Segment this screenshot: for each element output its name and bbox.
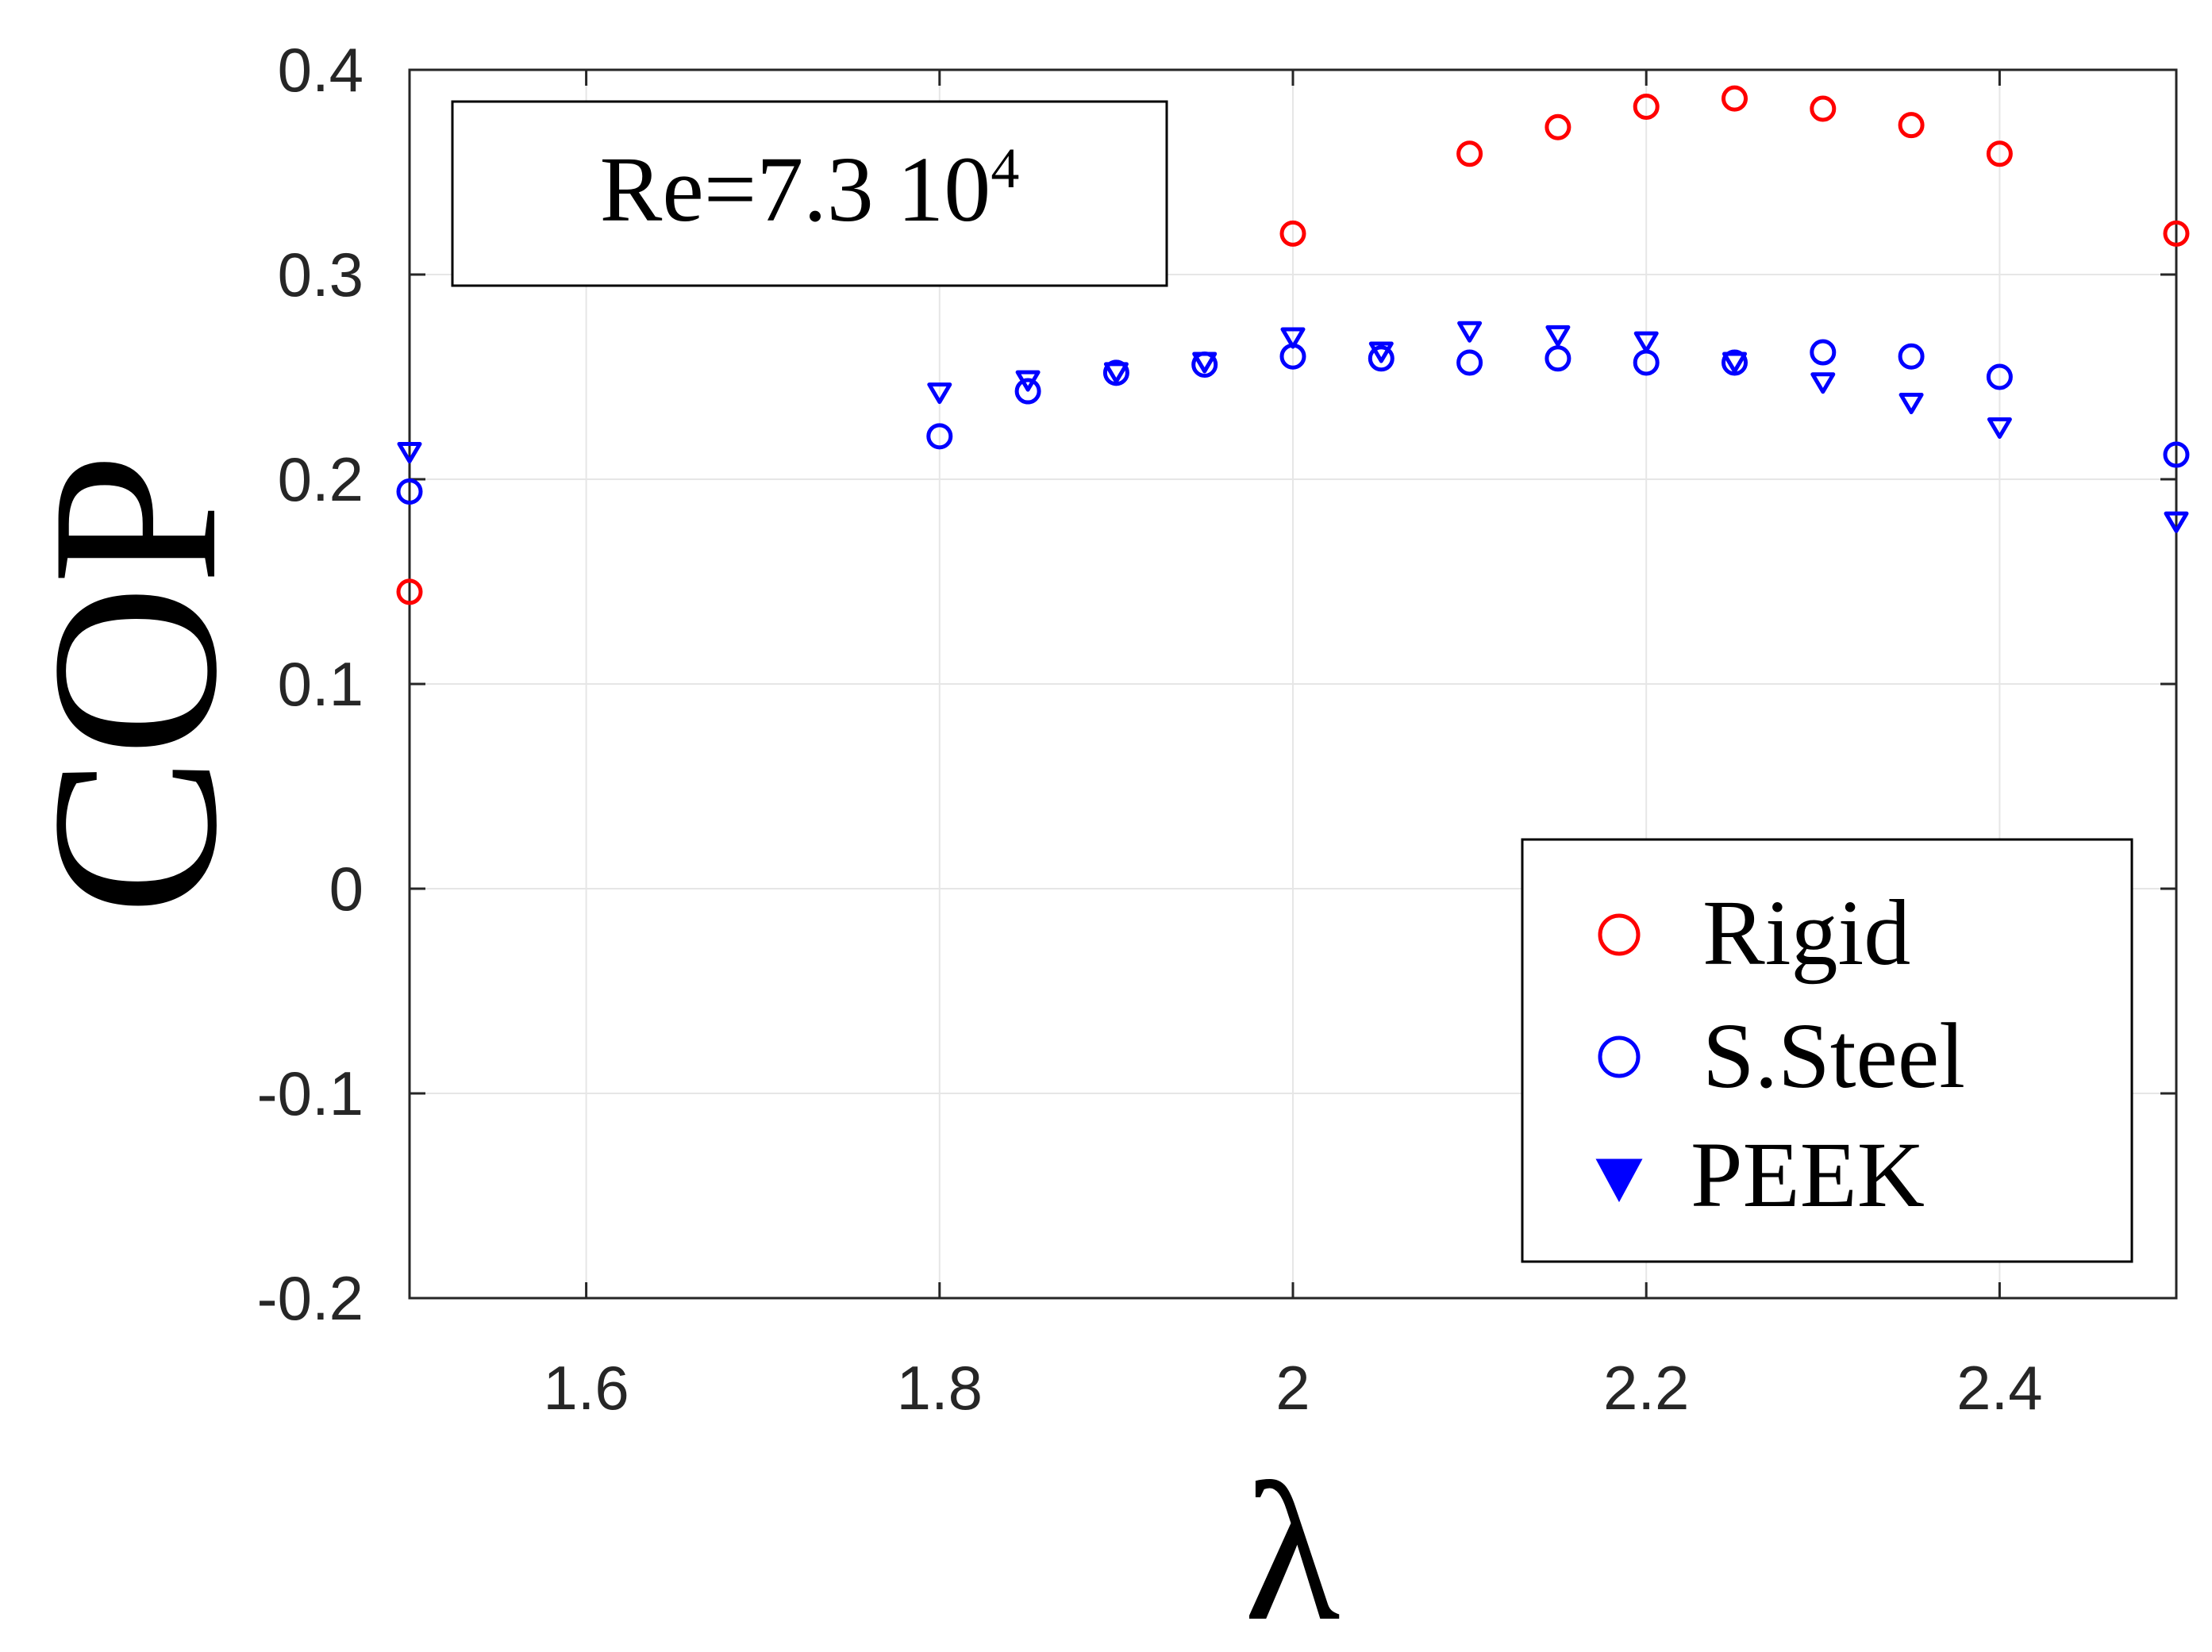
point-rigid (1810, 95, 1837, 122)
annotation-box: Re=7.3 104 (451, 100, 1168, 287)
point-peek (927, 382, 952, 405)
point-peek (1633, 331, 1659, 353)
point-s-steel (2163, 441, 2190, 468)
point-s-steel (1279, 343, 1306, 370)
y-tick-label: 0.2 (278, 444, 364, 514)
point-rigid (1722, 85, 1748, 112)
legend-marker-peek (1595, 1158, 1643, 1203)
point-peek (1898, 393, 1924, 415)
y-tick-label: -0.2 (257, 1263, 364, 1333)
point-peek (1722, 352, 1747, 374)
point-peek (1545, 325, 1571, 347)
x-tick-label: 1.8 (897, 1353, 983, 1423)
point-s-steel (926, 423, 953, 450)
legend-marker-rigid (1598, 913, 1641, 956)
y-tick-label: 0.4 (278, 35, 364, 105)
point-s-steel (1368, 345, 1395, 372)
point-peek (397, 441, 422, 463)
legend-entry-rigid: Rigid (1598, 881, 1910, 985)
point-s-steel (1191, 352, 1218, 378)
y-tick-label: 0.1 (278, 649, 364, 719)
point-peek (2164, 511, 2189, 533)
y-tick-label: 0 (329, 854, 364, 924)
legend-label-rigid: Rigid (1702, 881, 1910, 985)
legend-marker-steel (1598, 1035, 1641, 1078)
point-rigid (1633, 93, 1660, 120)
point-s-steel (396, 478, 423, 505)
point-rigid (396, 578, 423, 605)
point-s-steel (1633, 349, 1660, 376)
point-s-steel (1545, 345, 1571, 372)
grid-lines (410, 69, 2176, 1299)
point-rigid (1545, 113, 1571, 140)
x-tick-label: 2 (1275, 1353, 1310, 1423)
point-peek (1103, 362, 1129, 384)
x-tick-labels: 1.6 1.8 2 2.2 2.4 (543, 1353, 2042, 1423)
x-tick-label: 2.4 (1956, 1353, 2042, 1423)
point-s-steel (1986, 363, 2013, 390)
legend-entry-peek: PEEK (1595, 1123, 1925, 1227)
point-peek (1987, 417, 2012, 439)
x-tick-label: 1.6 (543, 1353, 629, 1423)
point-s-steel (1014, 378, 1041, 405)
annotation-text: Re=7.3 104 (600, 136, 1020, 241)
data-points (396, 85, 2190, 605)
y-axis-title: COP (2, 452, 266, 916)
y-tick-labels: -0.2 -0.1 0 0.1 0.2 0.3 0.4 (257, 35, 364, 1333)
x-tick-label: 2.2 (1603, 1353, 1689, 1423)
point-rigid (2163, 220, 2190, 247)
point-peek (1368, 341, 1394, 363)
point-rigid (1986, 140, 2013, 167)
x-axis-title: λ (1244, 1443, 1340, 1652)
point-s-steel (1810, 339, 1837, 366)
legend: Rigid S.Steel PEEK (1521, 838, 2133, 1263)
point-peek (1280, 327, 1306, 349)
point-s-steel (1722, 349, 1748, 376)
point-rigid (1456, 140, 1483, 167)
point-s-steel (1102, 359, 1129, 386)
legend-label-steel: S.Steel (1702, 1004, 1965, 1108)
point-s-steel (1898, 343, 1925, 370)
point-peek (1810, 372, 1836, 394)
y-tick-label: -0.1 (257, 1058, 364, 1128)
legend-entry-steel: S.Steel (1598, 1004, 1965, 1108)
point-rigid (1279, 220, 1306, 247)
point-rigid (1898, 112, 1925, 139)
y-tick-label: 0.3 (278, 240, 364, 309)
point-peek (1457, 321, 1483, 343)
point-s-steel (1456, 349, 1483, 376)
tick-marks (410, 68, 2176, 1300)
legend-label-peek: PEEK (1691, 1123, 1925, 1227)
